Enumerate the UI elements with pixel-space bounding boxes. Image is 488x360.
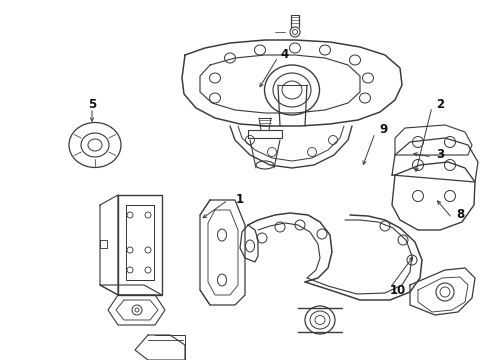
Text: 8: 8 <box>455 208 463 221</box>
Text: 3: 3 <box>435 148 443 162</box>
Text: 2: 2 <box>435 99 443 112</box>
Text: 4: 4 <box>280 49 288 62</box>
Text: 9: 9 <box>378 123 386 136</box>
Text: 10: 10 <box>389 284 406 297</box>
Text: 5: 5 <box>88 99 96 112</box>
Text: 1: 1 <box>235 193 244 207</box>
